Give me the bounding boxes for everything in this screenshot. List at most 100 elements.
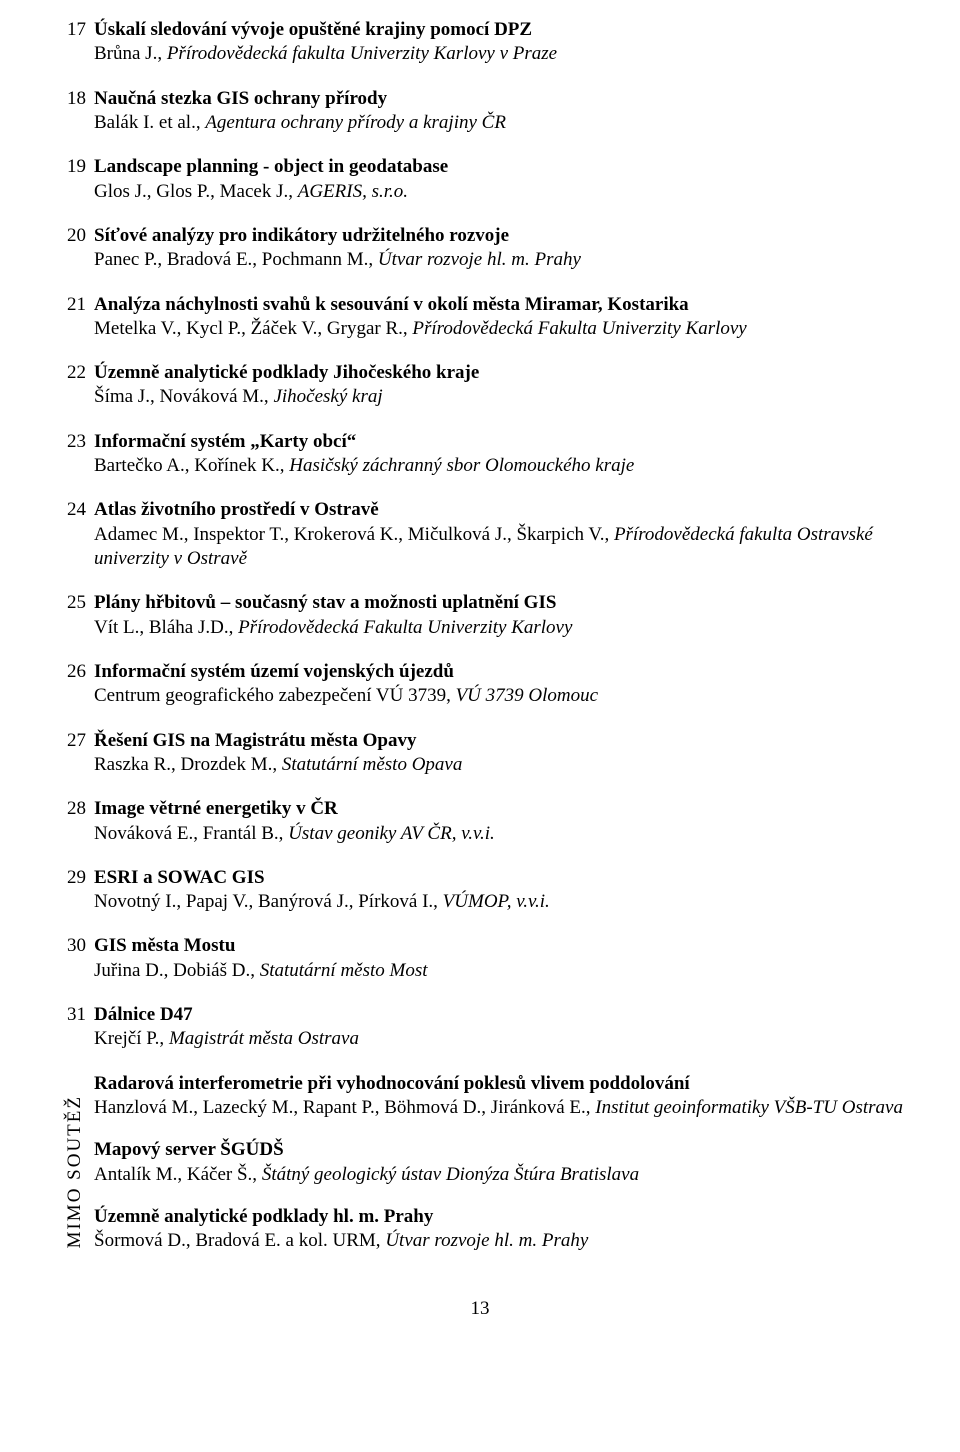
entry-authors-plain: Metelka V., Kycl P., Žáček V., Grygar R.… <box>94 318 412 339</box>
entry-authors: Krejčí P., Magistrát města Ostrava <box>94 1027 910 1051</box>
entry-title: GIS města Mostu <box>94 934 910 958</box>
entry-body: Plány hřbitovů – současný stav a možnost… <box>94 591 910 640</box>
entry-authors: Šíma J., Nováková M., Jihočeský kraj <box>94 385 910 409</box>
list-item: 20Síťové analýzy pro indikátory udržitel… <box>50 224 910 273</box>
entry-authors-plain: Panec P., Bradová E., Pochmann M., <box>94 249 378 270</box>
entry-body: Informační systém území vojenských újezd… <box>94 660 910 709</box>
entry-authors-plain: Novotný I., Papaj V., Banýrová J., Pírko… <box>94 891 443 912</box>
entry-title: Řešení GIS na Magistrátu města Opavy <box>94 729 910 753</box>
entry-authors-plain: Balák I. et al., <box>94 112 205 133</box>
list-item: 25Plány hřbitovů – současný stav a možno… <box>50 591 910 640</box>
list-item: 21Analýza náchylnosti svahů k sesouvání … <box>50 293 910 342</box>
page-number: 13 <box>50 1298 910 1320</box>
entry-authors-plain: Juřina D., Dobiáš D., <box>94 960 260 981</box>
entry-title: Atlas životního prostředí v Ostravě <box>94 498 910 522</box>
entry-body: Landscape planning - object in geodataba… <box>94 155 910 204</box>
mimo-block: MIMO SOUTĚŽ Radarová interferometrie při… <box>50 1072 910 1272</box>
entry-title: Dálnice D47 <box>94 1003 910 1027</box>
entry-authors: Centrum geografického zabezpečení VÚ 373… <box>94 684 910 708</box>
list-item: 19Landscape planning - object in geodata… <box>50 155 910 204</box>
list-item: Mapový server ŠGÚDŠAntalík M., Káčer Š.,… <box>94 1138 910 1187</box>
list-item: 24Atlas životního prostředí v OstravěAda… <box>50 498 910 571</box>
entry-authors-italic: Ústav geoniky AV ČR, v.v.i. <box>288 823 495 844</box>
entry-body: Atlas životního prostředí v OstravěAdame… <box>94 498 910 571</box>
entry-authors-italic: Statutární město Most <box>260 960 428 981</box>
entry-body: Řešení GIS na Magistrátu města OpavyRasz… <box>94 729 910 778</box>
entry-body: GIS města MostuJuřina D., Dobiáš D., Sta… <box>94 934 910 983</box>
entry-authors-plain: Šíma J., Nováková M., <box>94 386 273 407</box>
entry-authors: Šormová D., Bradová E. a kol. URM, Útvar… <box>94 1229 910 1253</box>
entry-number: 29 <box>50 866 94 890</box>
entry-body: Informační systém „Karty obcí“Bartečko A… <box>94 430 910 479</box>
entry-authors: Adamec M., Inspektor T., Krokerová K., M… <box>94 523 910 572</box>
entry-authors-plain: Brůna J., <box>94 43 167 64</box>
entry-authors: Novotný I., Papaj V., Banýrová J., Pírko… <box>94 890 910 914</box>
entry-number: 28 <box>50 797 94 821</box>
entry-authors-plain: Bartečko A., Kořínek K., <box>94 455 289 476</box>
entry-authors-italic: Útvar rozvoje hl. m. Prahy <box>378 249 581 270</box>
entry-title: Landscape planning - object in geodataba… <box>94 155 910 179</box>
entries-list: 17Úskalí sledování vývoje opuštěné kraji… <box>50 18 910 1052</box>
entry-authors: Raszka R., Drozdek M., Statutární město … <box>94 753 910 777</box>
entry-authors-italic: VÚMOP, v.v.i. <box>443 891 550 912</box>
entry-authors-italic: AGERIS, s.r.o. <box>298 181 408 202</box>
entry-authors: Nováková E., Frantál B., Ústav geoniky A… <box>94 822 910 846</box>
list-item: 23Informační systém „Karty obcí“Bartečko… <box>50 430 910 479</box>
entry-title: Informační systém „Karty obcí“ <box>94 430 910 454</box>
list-item: 17Úskalí sledování vývoje opuštěné kraji… <box>50 18 910 67</box>
entry-title: Mapový server ŠGÚDŠ <box>94 1138 910 1162</box>
entry-body: Naučná stezka GIS ochrany přírodyBalák I… <box>94 87 910 136</box>
entry-authors: Metelka V., Kycl P., Žáček V., Grygar R.… <box>94 317 910 341</box>
entry-authors-plain: Glos J., Glos P., Macek J., <box>94 181 298 202</box>
entry-title: Územně analytické podklady Jihočeského k… <box>94 361 910 385</box>
entry-authors-plain: Centrum geografického zabezpečení VÚ 373… <box>94 685 456 706</box>
page: 17Úskalí sledování vývoje opuštěné kraji… <box>0 0 960 1350</box>
entry-authors-italic: Agentura ochrany přírody a krajiny ČR <box>205 112 506 133</box>
entry-title: Image větrné energetiky v ČR <box>94 797 910 821</box>
entry-body: Úskalí sledování vývoje opuštěné krajiny… <box>94 18 910 67</box>
entry-authors-italic: Hasičský záchranný sbor Olomouckého kraj… <box>289 455 634 476</box>
entry-authors-plain: Hanzlová M., Lazecký M., Rapant P., Böhm… <box>94 1097 595 1118</box>
entry-title: Plány hřbitovů – současný stav a možnost… <box>94 591 910 615</box>
entry-authors: Juřina D., Dobiáš D., Statutární město M… <box>94 959 910 983</box>
entry-title: Naučná stezka GIS ochrany přírody <box>94 87 910 111</box>
entry-title: Analýza náchylnosti svahů k sesouvání v … <box>94 293 910 317</box>
list-item: 28Image větrné energetiky v ČRNováková E… <box>50 797 910 846</box>
entry-body: Síťové analýzy pro indikátory udržitelné… <box>94 224 910 273</box>
entry-authors-plain: Antalík M., Káčer Š., <box>94 1164 262 1185</box>
entry-authors-italic: Útvar rozvoje hl. m. Prahy <box>385 1230 588 1251</box>
entry-body: Image větrné energetiky v ČRNováková E.,… <box>94 797 910 846</box>
entry-authors-plain: Raszka R., Drozdek M., <box>94 754 282 775</box>
entry-authors-italic: Přírodovědecká Fakulta Univerzity Karlov… <box>412 318 746 339</box>
entry-number: 27 <box>50 729 94 753</box>
entry-number: 23 <box>50 430 94 454</box>
entry-authors: Glos J., Glos P., Macek J., AGERIS, s.r.… <box>94 180 910 204</box>
entry-body: Analýza náchylnosti svahů k sesouvání v … <box>94 293 910 342</box>
entry-body: ESRI a SOWAC GISNovotný I., Papaj V., Ba… <box>94 866 910 915</box>
entry-number: 26 <box>50 660 94 684</box>
mimo-label: MIMO SOUTĚŽ <box>64 1095 86 1248</box>
entry-number: 25 <box>50 591 94 615</box>
entry-authors-plain: Šormová D., Bradová E. a kol. URM, <box>94 1230 385 1251</box>
entry-authors-italic: VÚ 3739 Olomouc <box>456 685 598 706</box>
entry-authors-italic: Přírodovědecká Fakulta Univerzity Karlov… <box>238 617 572 638</box>
entry-authors-italic: Magistrát města Ostrava <box>169 1028 359 1049</box>
mimo-label-container: MIMO SOUTĚŽ <box>50 1072 94 1272</box>
list-item: Územně analytické podklady hl. m. PrahyŠ… <box>94 1205 910 1254</box>
entry-authors-italic: Statutární město Opava <box>282 754 463 775</box>
entry-authors-italic: Přírodovědecká fakulta Univerzity Karlov… <box>167 43 557 64</box>
entry-authors: Bartečko A., Kořínek K., Hasičský záchra… <box>94 454 910 478</box>
entry-authors: Vít L., Bláha J.D., Přírodovědecká Fakul… <box>94 616 910 640</box>
entry-authors: Antalík M., Káčer Š., Štátný geologický … <box>94 1163 910 1187</box>
entry-number: 22 <box>50 361 94 385</box>
entry-authors-plain: Nováková E., Frantál B., <box>94 823 288 844</box>
entry-authors-italic: Jihočeský kraj <box>273 386 382 407</box>
mimo-items-list: Radarová interferometrie při vyhodnocová… <box>94 1072 910 1272</box>
entry-authors: Brůna J., Přírodovědecká fakulta Univerz… <box>94 42 910 66</box>
entry-number: 20 <box>50 224 94 248</box>
entry-authors-plain: Vít L., Bláha J.D., <box>94 617 238 638</box>
entry-authors: Balák I. et al., Agentura ochrany přírod… <box>94 111 910 135</box>
list-item: Radarová interferometrie při vyhodnocová… <box>94 1072 910 1121</box>
entry-number: 18 <box>50 87 94 111</box>
entry-title: Radarová interferometrie při vyhodnocová… <box>94 1072 910 1096</box>
